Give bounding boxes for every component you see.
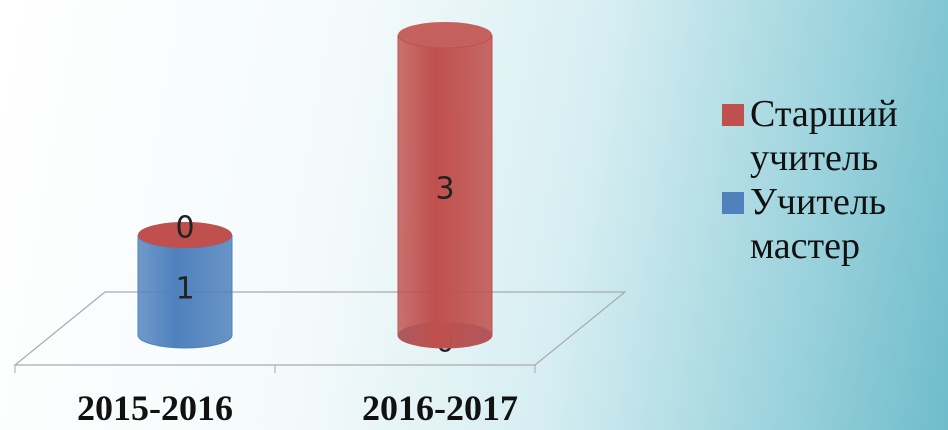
legend-label: Старший учитель <box>750 93 898 179</box>
legend-item: Старший учитель <box>722 92 948 180</box>
legend-item: Учитель мастер <box>722 180 948 268</box>
legend: Старший учитель Учитель мастер <box>722 92 948 268</box>
bar-top <box>138 222 232 248</box>
floor <box>13 291 627 366</box>
data-label: 3 <box>435 172 454 207</box>
legend-label: Учитель мастер <box>750 181 887 267</box>
bar-top <box>398 22 492 48</box>
legend-swatch <box>722 192 744 214</box>
x-tick-label: 2015-2016 <box>77 388 233 428</box>
data-label: 0 <box>175 211 194 246</box>
legend-swatch <box>722 104 744 126</box>
x-tick-label: 2016-2017 <box>362 388 518 428</box>
data-label: 1 <box>175 272 194 307</box>
